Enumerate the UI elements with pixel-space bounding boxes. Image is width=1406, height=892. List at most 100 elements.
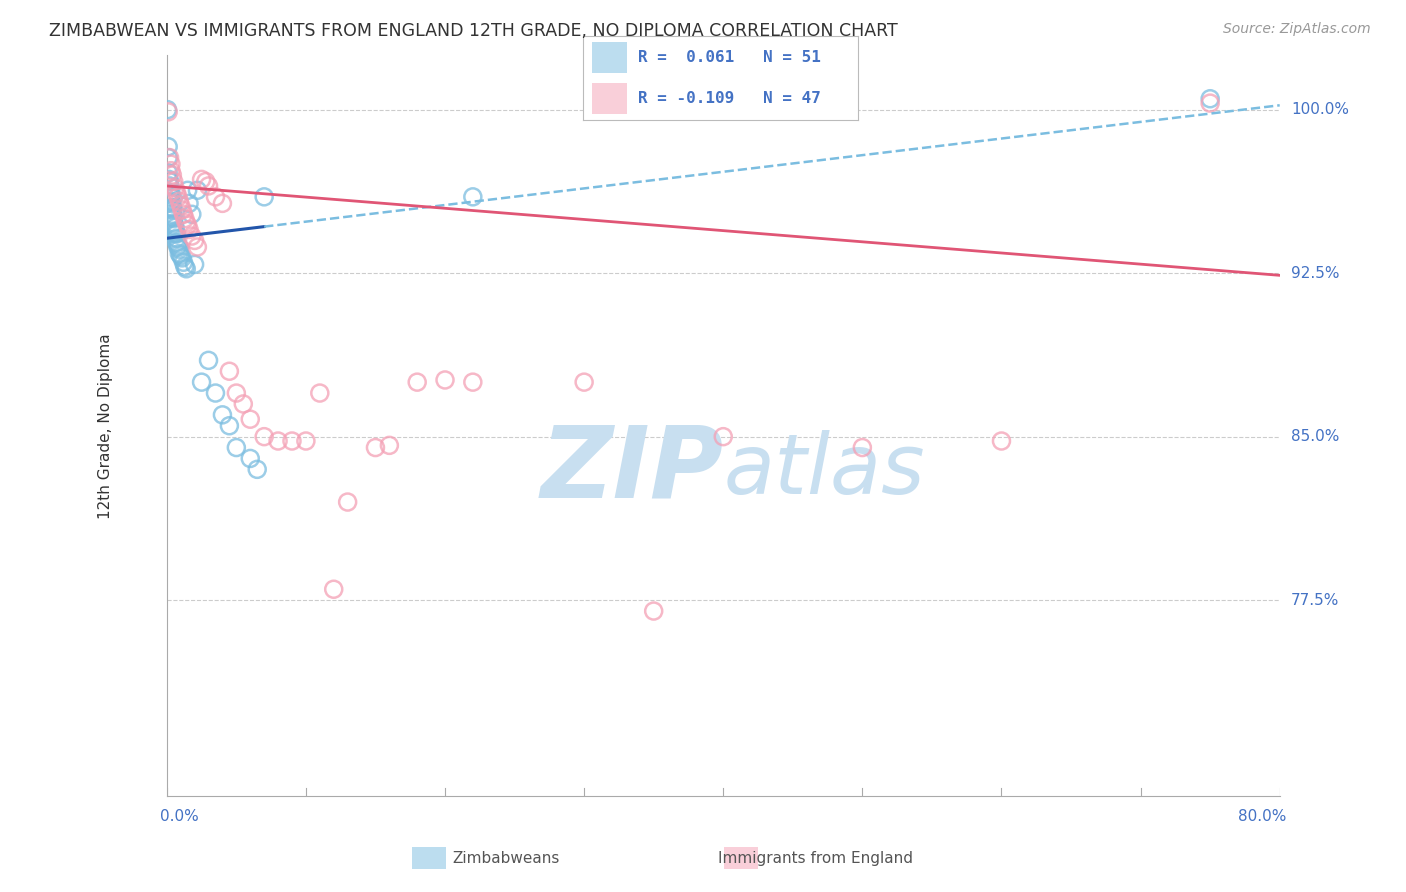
Point	[176, 218, 198, 232]
Point	[711, 430, 734, 444]
Point	[160, 201, 183, 215]
Point	[159, 175, 181, 189]
Point	[461, 375, 484, 389]
Point	[177, 196, 200, 211]
Point	[162, 168, 184, 182]
Text: ZIP: ZIP	[540, 422, 723, 519]
Point	[157, 139, 180, 153]
Point	[163, 216, 186, 230]
Point	[225, 386, 247, 401]
Text: atlas: atlas	[723, 430, 925, 511]
Point	[190, 172, 212, 186]
Point	[165, 181, 187, 195]
Point	[232, 397, 254, 411]
Bar	[592, 43, 627, 73]
Point	[166, 186, 188, 200]
Point	[159, 186, 181, 200]
Point	[157, 104, 180, 119]
Point	[1199, 92, 1222, 106]
Point	[990, 434, 1012, 448]
Point	[183, 257, 205, 271]
Point	[166, 235, 188, 250]
Point	[173, 255, 195, 269]
Text: R = -0.109   N = 47: R = -0.109 N = 47	[638, 91, 821, 106]
Point	[167, 237, 190, 252]
Point	[162, 207, 184, 221]
Point	[851, 441, 873, 455]
Point	[378, 438, 401, 452]
Point	[163, 211, 186, 226]
Point	[166, 227, 188, 241]
Point	[461, 190, 484, 204]
Point	[336, 495, 359, 509]
Point	[322, 582, 344, 597]
Point	[160, 190, 183, 204]
Point	[308, 386, 330, 401]
Bar	[592, 83, 627, 113]
Point	[218, 364, 240, 378]
Point	[183, 234, 205, 248]
Point	[364, 441, 387, 455]
Point	[172, 202, 194, 217]
Point	[156, 103, 179, 117]
Point	[160, 157, 183, 171]
Point	[180, 207, 202, 221]
Text: ZIMBABWEAN VS IMMIGRANTS FROM ENGLAND 12TH GRADE, NO DIPLOMA CORRELATION CHART: ZIMBABWEAN VS IMMIGRANTS FROM ENGLAND 12…	[49, 22, 898, 40]
Point	[165, 225, 187, 239]
Point	[162, 210, 184, 224]
Point	[572, 375, 595, 389]
Point	[172, 251, 194, 265]
Point	[186, 183, 208, 197]
Point	[167, 240, 190, 254]
Point	[159, 151, 181, 165]
Point	[160, 196, 183, 211]
Text: 100.0%: 100.0%	[1291, 103, 1348, 117]
Point	[239, 451, 262, 466]
Point	[160, 194, 183, 209]
Point	[246, 462, 269, 476]
Point	[643, 604, 665, 618]
Point	[170, 198, 193, 212]
Text: 92.5%: 92.5%	[1291, 266, 1340, 281]
Point	[204, 386, 226, 401]
Point	[281, 434, 304, 448]
Point	[177, 222, 200, 236]
Point	[194, 175, 217, 189]
Point	[169, 246, 191, 260]
Point	[218, 418, 240, 433]
Point	[295, 434, 318, 448]
Point	[165, 220, 187, 235]
Text: 85.0%: 85.0%	[1291, 429, 1339, 444]
Point	[267, 434, 290, 448]
Text: R =  0.061   N = 51: R = 0.061 N = 51	[638, 50, 821, 65]
Point	[434, 373, 457, 387]
Point	[159, 178, 181, 193]
Point	[169, 242, 191, 256]
Point	[197, 353, 219, 368]
Point	[253, 190, 276, 204]
Point	[166, 231, 188, 245]
Text: Zimbabweans: Zimbabweans	[453, 851, 560, 865]
Point	[163, 218, 186, 232]
Text: Source: ZipAtlas.com: Source: ZipAtlas.com	[1223, 22, 1371, 37]
Point	[197, 178, 219, 193]
Text: 77.5%: 77.5%	[1291, 592, 1339, 607]
Point	[165, 227, 187, 241]
Point	[157, 172, 180, 186]
Point	[239, 412, 262, 426]
Point	[160, 163, 183, 178]
Text: 12th Grade, No Diploma: 12th Grade, No Diploma	[98, 333, 112, 518]
Point	[173, 207, 195, 221]
Point	[176, 183, 198, 197]
Point	[174, 216, 197, 230]
Text: 80.0%: 80.0%	[1239, 809, 1286, 824]
Point	[162, 201, 184, 215]
Point	[1199, 96, 1222, 111]
Text: 0.0%: 0.0%	[160, 809, 198, 824]
Point	[211, 196, 233, 211]
Point	[163, 175, 186, 189]
Point	[169, 194, 191, 209]
Point	[225, 441, 247, 455]
Point	[406, 375, 429, 389]
Point	[170, 249, 193, 263]
